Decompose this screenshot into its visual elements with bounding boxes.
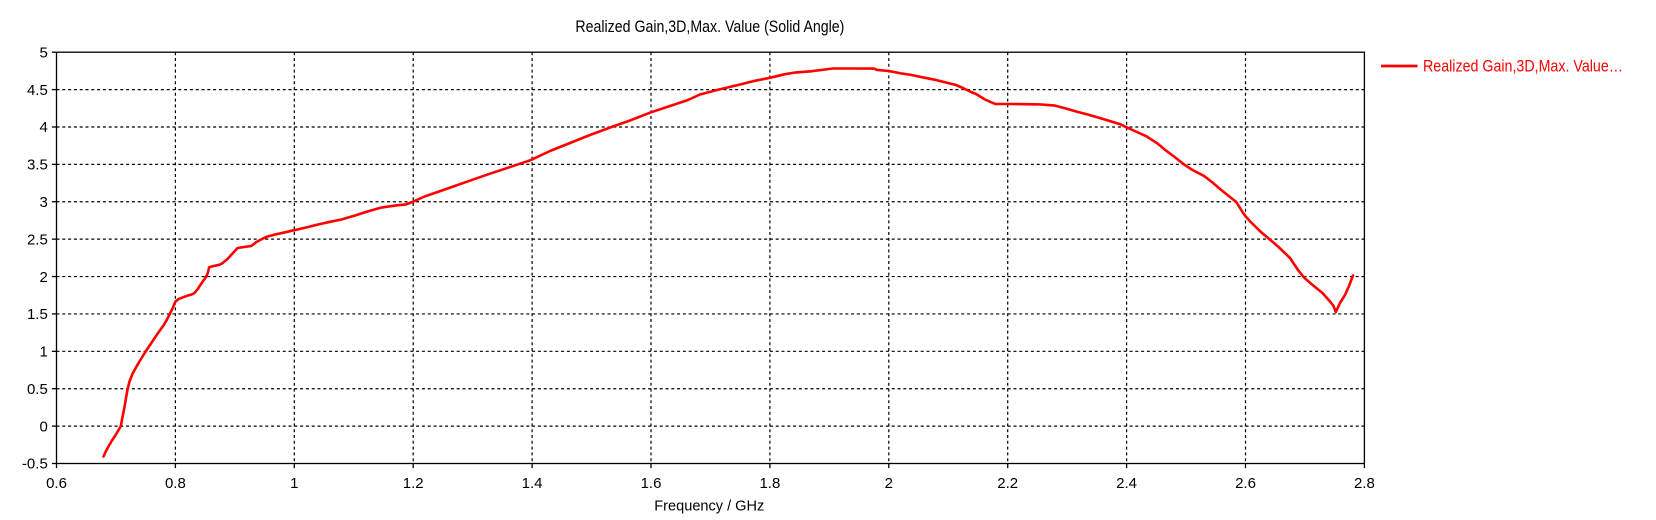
svg-text:Realized Gain,3D,Max. Value (S: Realized Gain,3D,Max. Value (Solid Angle… (575, 17, 844, 36)
svg-text:3.5: 3.5 (27, 157, 48, 174)
svg-text:2: 2 (39, 269, 47, 286)
svg-text:0.8: 0.8 (165, 475, 186, 492)
svg-text:0.6: 0.6 (46, 475, 67, 492)
svg-text:4: 4 (39, 119, 47, 136)
svg-text:5: 5 (39, 44, 47, 61)
svg-text:Realized Gain,3D,Max. Value…: Realized Gain,3D,Max. Value… (1423, 57, 1623, 76)
svg-text:2.6: 2.6 (1235, 475, 1256, 492)
svg-text:0.5: 0.5 (27, 381, 48, 398)
svg-text:2.4: 2.4 (1116, 475, 1137, 492)
svg-text:2.5: 2.5 (27, 231, 48, 248)
svg-text:0: 0 (39, 418, 47, 435)
svg-text:1.4: 1.4 (522, 475, 543, 492)
svg-text:1: 1 (290, 475, 298, 492)
svg-text:2.8: 2.8 (1354, 475, 1375, 492)
svg-text:4.5: 4.5 (27, 82, 48, 99)
svg-text:2: 2 (885, 475, 893, 492)
svg-text:3: 3 (39, 194, 47, 211)
svg-text:2.2: 2.2 (997, 475, 1018, 492)
svg-text:Frequency / GHz: Frequency / GHz (654, 498, 764, 515)
svg-text:1.8: 1.8 (759, 475, 780, 492)
svg-text:-0.5: -0.5 (22, 456, 48, 473)
svg-text:1.2: 1.2 (403, 475, 424, 492)
svg-text:1.6: 1.6 (641, 475, 662, 492)
svg-text:1.5: 1.5 (27, 306, 48, 323)
svg-text:1: 1 (39, 344, 47, 361)
